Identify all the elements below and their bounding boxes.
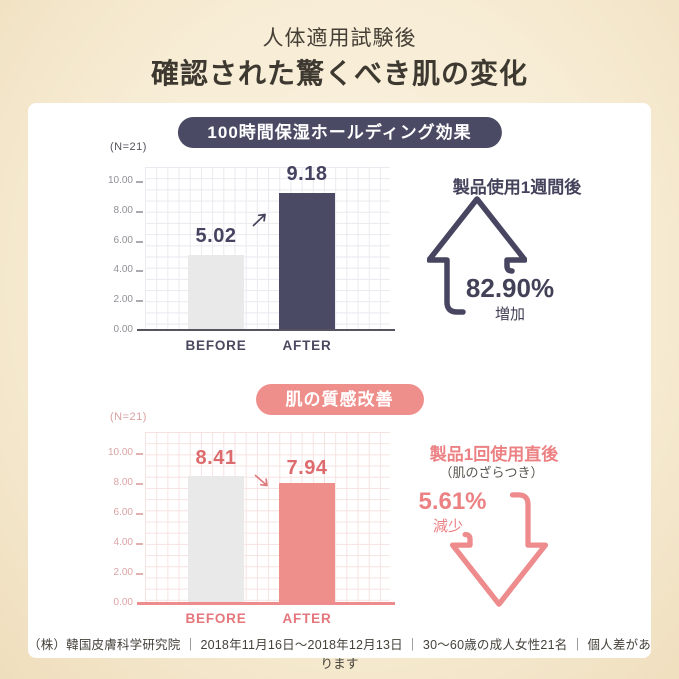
chart1-sample-size-label: (N=21) (110, 141, 147, 153)
chart1-ytick: 4.00 (113, 264, 133, 275)
chart2-annotation-headline: 製品1回使用直後 (429, 445, 559, 464)
decrease-arrow-icon (254, 474, 268, 487)
chart1-tick-mark (136, 300, 143, 302)
chart1-after-label: AFTER (282, 338, 332, 353)
chart1-ytick: 2.00 (113, 294, 133, 305)
chart2-tick-mark (136, 543, 143, 545)
chart1-tick-mark (136, 270, 143, 272)
content-card: 100時間保湿ホールディング効果 (N=21) 10.00 8.00 6.00 … (28, 103, 651, 671)
chart1-axis-line (137, 329, 395, 331)
chart2-direction-label: 減少 (432, 518, 463, 535)
chart2-tick-mark (136, 483, 143, 485)
chart1-direction-label: 増加 (494, 306, 525, 323)
chart1-before-label: BEFORE (185, 338, 247, 353)
chart2-after-value: 7.94 (286, 457, 328, 479)
increase-arrow-icon (252, 213, 266, 227)
chart2-before-label: BEFORE (185, 611, 247, 626)
chart1-bar-before (188, 255, 244, 329)
page-subtitle: 人体適用試験後 (262, 27, 417, 50)
chart2-ytick: 8.00 (113, 477, 133, 488)
chart2-annotation-sublabel: （肌のざらつき） (439, 465, 544, 480)
chart2-ytick: 6.00 (113, 507, 133, 518)
chart2-title-badge: 肌の質感改善 (255, 384, 424, 415)
chart2-percent-value: 5.61% (418, 488, 487, 515)
chart1-tick-mark (136, 211, 143, 213)
big-up-arrow-icon (427, 196, 527, 315)
chart2-bar-after (279, 483, 335, 602)
chart2-after-label: AFTER (282, 611, 332, 626)
chart2-before-value: 8.41 (195, 447, 237, 469)
chart1-ytick: 8.00 (113, 205, 133, 216)
chart1-tick-mark (136, 181, 143, 183)
chart2-ytick: 0.00 (113, 597, 133, 608)
chart1-ytick: 6.00 (113, 235, 133, 246)
chart2-axis-line (137, 602, 395, 605)
big-down-arrow-icon (450, 492, 548, 607)
chart2-sample-size-label: (N=21) (110, 411, 147, 423)
chart1-before-value: 5.02 (195, 225, 237, 247)
chart2-tick-mark (136, 573, 143, 575)
chart2-ytick: 2.00 (113, 567, 133, 578)
study-footnote: （株）韓国皮膚科学研究院 ｜ 2018年11月16日～2018年12月13日 ｜… (28, 638, 651, 671)
chart2-ytick: 10.00 (107, 447, 133, 458)
chart1-after-value: 9.18 (286, 163, 328, 185)
chart1-title-badge: 100時間保湿ホールディング効果 (177, 117, 502, 148)
chart2-ytick: 4.00 (113, 537, 133, 548)
chart1-ytick: 10.00 (107, 175, 133, 186)
chart1-gridlines (145, 167, 390, 330)
page-title: 確認された驚くべき肌の変化 (150, 58, 528, 89)
chart1-tick-mark (136, 241, 143, 243)
chart2-bar-before (188, 476, 244, 602)
chart1-bar-after (279, 193, 335, 329)
chart1-annotation-headline: 製品使用1週間後 (452, 178, 582, 197)
chart1-percent-value: 82.90% (465, 273, 555, 303)
chart1-ytick: 0.00 (113, 324, 133, 335)
chart2-tick-mark (136, 453, 143, 455)
chart2-tick-mark (136, 513, 143, 515)
chart2-gridlines (145, 432, 390, 603)
